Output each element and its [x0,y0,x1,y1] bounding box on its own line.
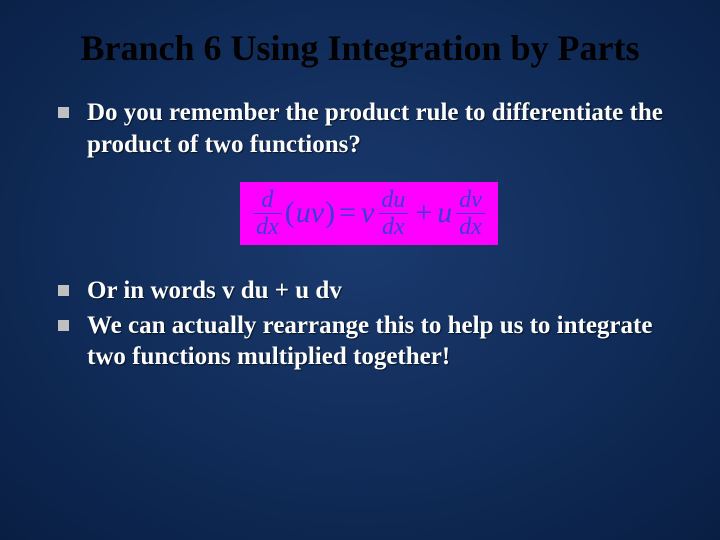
bullet-square-icon [58,285,69,296]
denominator: dx [456,213,485,239]
numerator: d [258,188,276,213]
bullet-square-icon [58,320,69,331]
left-paren: ( [285,198,295,228]
list-item: Do you remember the product rule to diff… [58,97,680,160]
slide: Branch 6 Using Integration by Parts Do y… [0,0,720,540]
product-rule-equation: d dx ( uv ) = v du dx + u dv [250,188,488,239]
bullet-text: Or in words v du + u dv [87,275,680,306]
numerator: dv [456,188,485,213]
denominator: dx [379,213,408,239]
variable-v: v [361,198,374,228]
numerator: du [378,188,408,213]
list-item: We can actually rearrange this to help u… [58,310,680,373]
formula-box: d dx ( uv ) = v du dx + u dv [240,182,498,245]
fraction: du dx [378,188,408,239]
bullet-list: Do you remember the product rule to diff… [40,97,680,372]
variable-uv: uv [296,198,324,228]
formula-container: d dx ( uv ) = v du dx + u dv [58,182,680,245]
plus-sign: + [415,198,432,228]
bullet-text: Do you remember the product rule to diff… [87,97,680,160]
bullet-square-icon [58,107,69,118]
denominator: dx [253,213,282,239]
fraction: dv dx [456,188,485,239]
fraction: d dx [253,188,282,239]
bullet-text: We can actually rearrange this to help u… [87,310,680,373]
equals-sign: = [339,198,356,228]
right-paren: ) [325,198,335,228]
slide-title: Branch 6 Using Integration by Parts [40,20,680,97]
list-item: Or in words v du + u dv [58,275,680,306]
variable-u: u [437,198,452,228]
